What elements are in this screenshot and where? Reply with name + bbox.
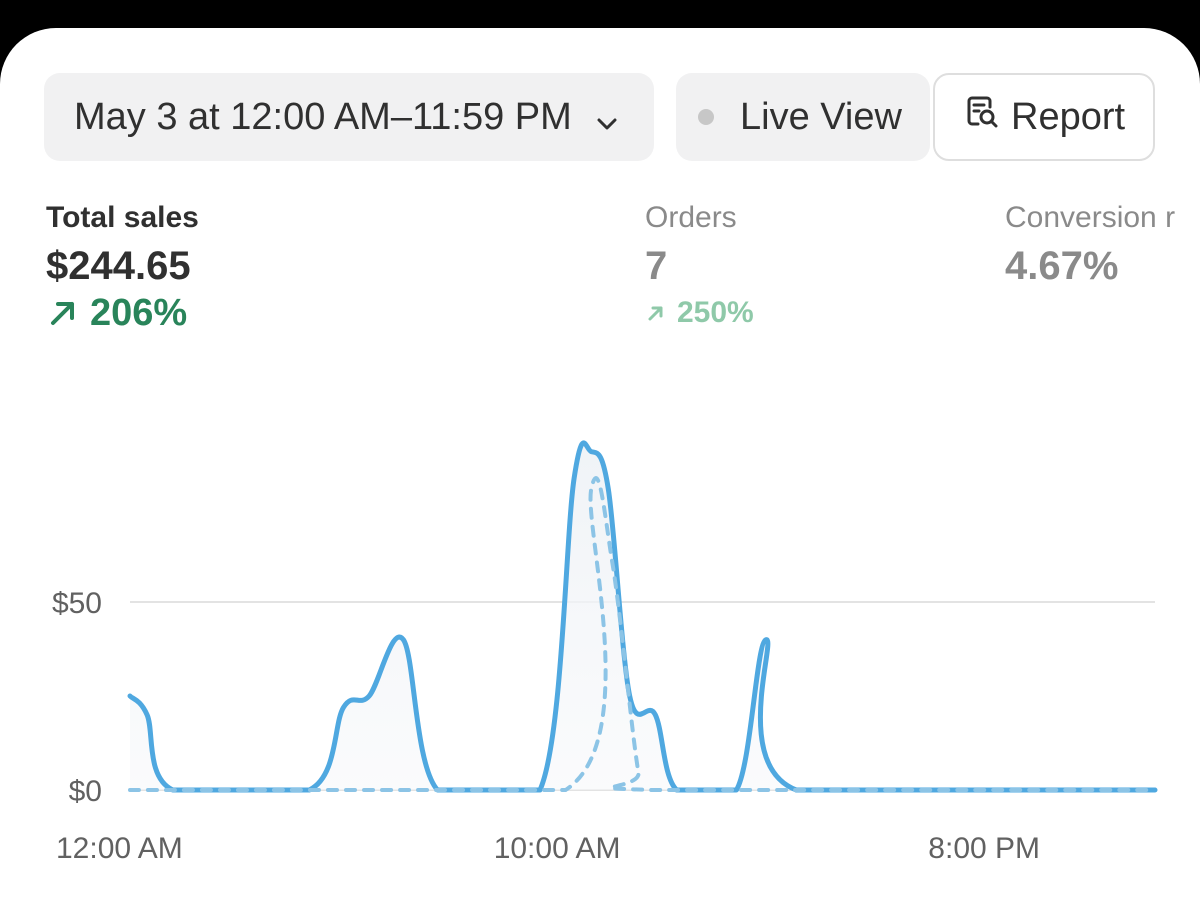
series-area [130,442,1155,790]
metric-change: 250% [645,292,754,334]
report-label: Report [1011,95,1126,138]
metric-value: 4.67% [1005,244,1119,288]
metric-label: Total sales [46,201,199,234]
metric-conversion-rate[interactable]: Conversion r 4.67% [1005,200,1175,290]
x-tick-label: 12:00 AM [56,832,183,865]
x-tick-label: 10:00 AM [494,832,621,865]
date-range-button[interactable]: May 3 at 12:00 AM–11:59 PM [44,73,654,161]
arrow-up-right-icon [51,302,74,325]
metric-orders[interactable]: Orders 7 250% [645,200,754,334]
sales-chart[interactable]: $0 $50 12:00 AM 10:00 AM 8:00 PM [0,28,1200,911]
analytics-sheet: May 3 at 12:00 AM–11:59 PM Live View Rep… [0,28,1200,911]
metric-total-sales[interactable]: Total sales $244.65 206% [46,200,199,334]
report-button[interactable]: Report [933,73,1155,161]
series-line-current[interactable] [127,440,1158,793]
live-view-button[interactable]: Live View [676,73,930,161]
metric-change: 206% [46,292,199,334]
metric-value: $244.65 [46,244,191,288]
date-range-label: May 3 at 12:00 AM–11:59 PM [74,95,572,138]
series-line-comparison[interactable] [128,476,1157,793]
arrow-up-right-icon [648,306,663,321]
metric-change-value: 250% [677,296,754,329]
metric-change-value: 206% [90,292,188,334]
y-tick-label: $50 [52,587,102,620]
live-status-dot-icon [698,109,714,125]
metric-value: 7 [645,244,668,288]
chevron-down-icon [594,104,620,130]
metric-label: Conversion r [1005,201,1176,234]
x-tick-label: 8:00 PM [928,832,1040,865]
metric-label: Orders [645,201,737,234]
live-view-label: Live View [740,95,902,138]
report-search-icon [963,93,1011,141]
y-tick-label: $0 [69,775,102,808]
